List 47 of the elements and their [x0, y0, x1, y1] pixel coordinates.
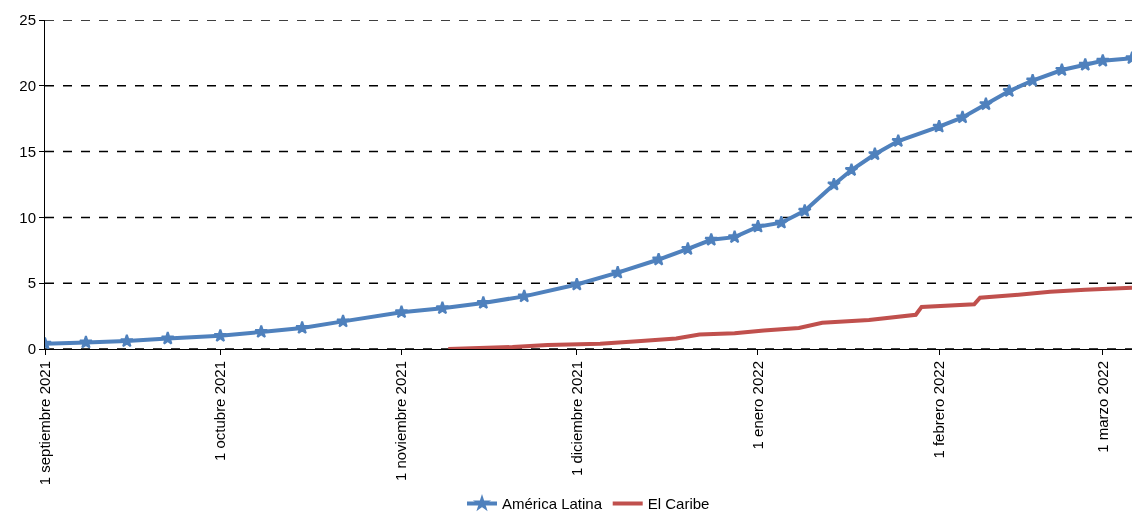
x-tick-label: 1 septiembre 2021	[35, 361, 53, 486]
point	[774, 215, 789, 229]
point	[867, 146, 882, 161]
point	[680, 241, 695, 256]
point	[336, 314, 351, 328]
x-tick-label: 1 febrero 2022	[930, 361, 948, 459]
point	[1002, 83, 1017, 98]
point	[610, 265, 625, 279]
y-tick-label: 25	[19, 11, 36, 29]
point	[476, 295, 491, 310]
point	[651, 252, 666, 266]
point	[826, 177, 841, 191]
point	[295, 320, 310, 335]
line-series	[446, 285, 1132, 349]
x-tick-label: 1 enero 2022	[748, 361, 766, 450]
point	[1054, 62, 1069, 77]
y-tick-label: 10	[19, 208, 36, 226]
point	[160, 331, 175, 345]
point	[394, 304, 409, 319]
point	[517, 289, 532, 303]
x-tick-label: 1 noviembre 2021	[392, 361, 410, 482]
y-tick-label: 0	[27, 340, 36, 358]
y-tick-label: 15	[19, 142, 36, 160]
point	[1095, 53, 1110, 67]
y-tick-label: 5	[27, 274, 36, 292]
point	[254, 324, 269, 338]
point	[435, 300, 450, 315]
point	[1025, 73, 1040, 87]
legend-label: El Caribe	[647, 495, 710, 513]
x-tick-label: 1 diciembre 2021	[567, 361, 585, 477]
point	[932, 119, 947, 133]
x-tick-label: 1 marzo 2022	[1093, 361, 1111, 453]
point	[1078, 57, 1093, 71]
point	[955, 110, 970, 124]
point	[978, 96, 993, 111]
point	[213, 328, 228, 342]
point	[704, 232, 719, 246]
point	[569, 277, 584, 291]
point	[727, 229, 742, 244]
point	[797, 203, 812, 217]
point	[119, 333, 134, 348]
x-tick-label: 1 octubre 2021	[211, 361, 229, 462]
point	[844, 162, 859, 177]
legend-label: América Latina	[502, 495, 603, 513]
point	[78, 335, 93, 349]
y-tick-label: 20	[19, 77, 36, 95]
point	[750, 219, 765, 233]
